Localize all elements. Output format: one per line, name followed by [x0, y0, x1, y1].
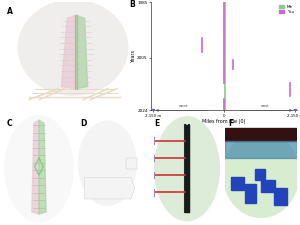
Ellipse shape: [18, 0, 128, 95]
Polygon shape: [61, 15, 76, 89]
Bar: [255, 169, 266, 180]
Bar: [126, 158, 137, 169]
Polygon shape: [39, 120, 46, 214]
Legend: Me, You: Me, You: [278, 4, 295, 15]
Text: D: D: [81, 119, 87, 128]
X-axis label: Miles from me (0): Miles from me (0): [202, 119, 246, 124]
Bar: [261, 180, 275, 192]
Y-axis label: Years: Years: [131, 50, 136, 63]
Text: E: E: [155, 119, 160, 128]
Text: F: F: [229, 119, 234, 128]
Bar: [225, 128, 297, 141]
Ellipse shape: [79, 121, 136, 205]
Bar: [225, 141, 297, 158]
Ellipse shape: [155, 117, 219, 220]
Text: A: A: [8, 7, 13, 16]
Text: C: C: [7, 119, 12, 128]
Polygon shape: [32, 120, 39, 214]
Bar: [231, 177, 244, 190]
Ellipse shape: [223, 131, 299, 217]
Bar: [245, 184, 256, 203]
Polygon shape: [84, 177, 134, 199]
Text: east: east: [260, 104, 269, 108]
Text: west: west: [178, 104, 188, 108]
Text: B: B: [129, 0, 135, 9]
Polygon shape: [76, 15, 88, 89]
Ellipse shape: [5, 116, 73, 222]
Bar: [274, 188, 287, 205]
